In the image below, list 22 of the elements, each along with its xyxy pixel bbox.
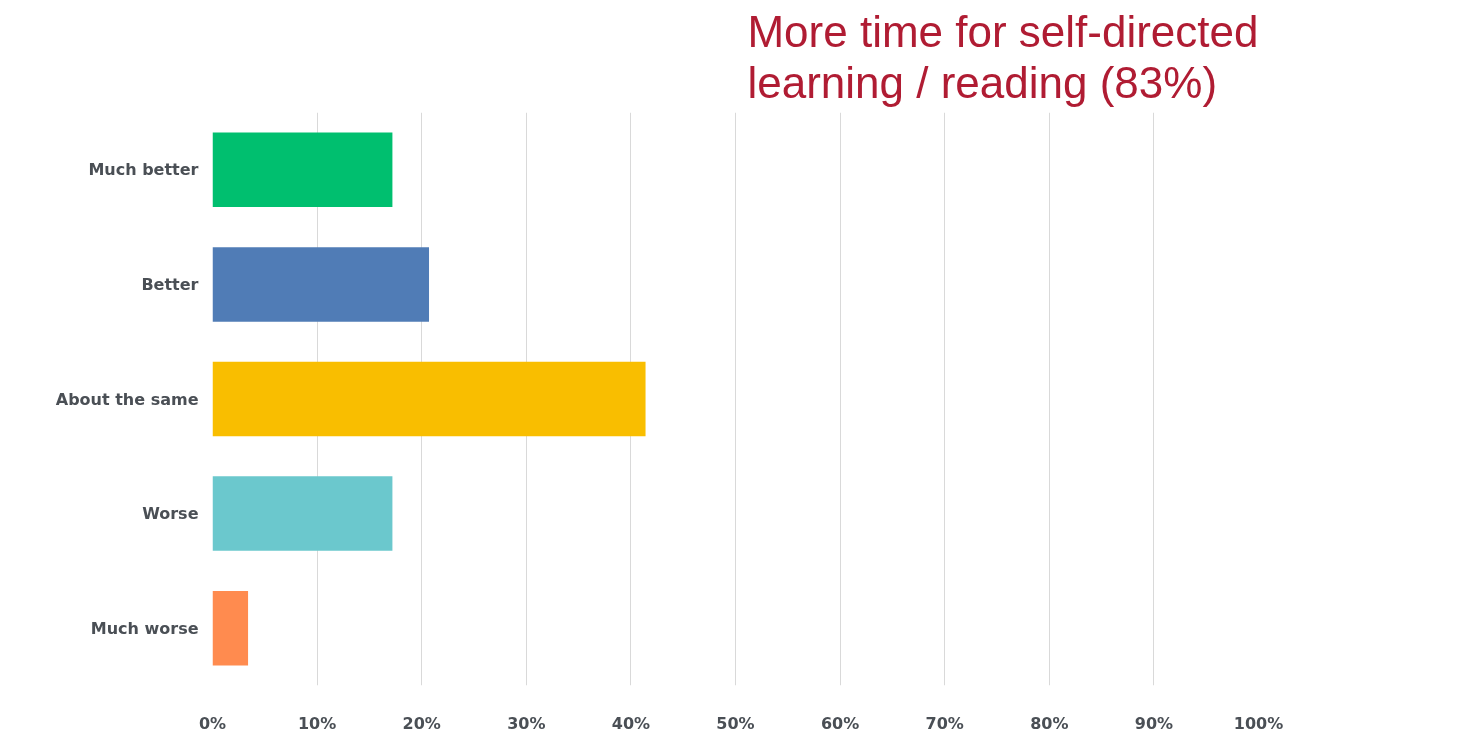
x-tick-label: 30% xyxy=(507,713,546,733)
x-tick-label: 10% xyxy=(297,713,337,733)
bar xyxy=(212,132,393,208)
x-tick-label: 60% xyxy=(820,713,860,733)
y-tick-label: Much worse xyxy=(90,618,199,638)
x-tick-label: 20% xyxy=(402,713,441,733)
x-tick-label: 80% xyxy=(1030,713,1069,733)
y-tick-label: Much better xyxy=(88,160,199,180)
x-tick-label: 70% xyxy=(925,713,964,733)
bar xyxy=(212,476,393,551)
bar xyxy=(212,247,430,322)
chart-title: More time for self-directed learning / reading (83%) xyxy=(747,7,1259,108)
bar xyxy=(212,590,249,666)
y-tick-label: About the same xyxy=(55,389,199,409)
y-tick-label: Worse xyxy=(142,504,199,524)
bar xyxy=(212,361,646,437)
x-tick-label: 0% xyxy=(198,713,227,733)
y-tick-label: Better xyxy=(141,274,199,294)
x-tick-label: 90% xyxy=(1134,713,1174,733)
x-tick-label: 100% xyxy=(1233,713,1284,733)
x-tick-label: 50% xyxy=(716,713,755,733)
x-tick-label: 40% xyxy=(611,713,651,733)
